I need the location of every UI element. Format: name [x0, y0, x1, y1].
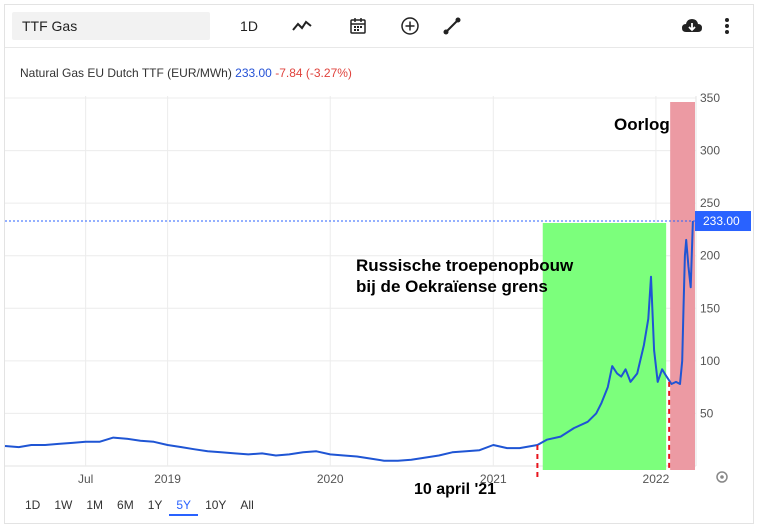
- range-button-5y[interactable]: 5Y: [169, 496, 199, 516]
- y-tick-label: 250: [700, 196, 720, 210]
- legend-price: 233.00: [235, 66, 272, 80]
- range-button-all[interactable]: All: [240, 498, 254, 512]
- range-button-10y[interactable]: 10Y: [205, 498, 227, 512]
- x-tick-label: 2020: [317, 472, 344, 486]
- current-price-tag: 233.00: [695, 211, 751, 232]
- y-tick-label: 150: [700, 301, 720, 315]
- range-button-6m[interactable]: 6M: [117, 498, 134, 512]
- toolbar: TTF Gas 1D: [5, 5, 753, 48]
- legend-name: Natural Gas EU Dutch TTF (EUR/MWh): [20, 66, 232, 80]
- buildup-period-highlight: [542, 223, 667, 470]
- price-line: [4, 220, 694, 462]
- current-price-tag-bg: [695, 211, 751, 232]
- symbol-search-input[interactable]: TTF Gas: [12, 12, 210, 40]
- y-tick-label: 200: [700, 249, 720, 263]
- legend: Natural Gas EU Dutch TTF (EUR/MWh) 233.0…: [20, 66, 352, 80]
- x-tick-label: Jul: [78, 472, 93, 486]
- download-icon[interactable]: [679, 13, 705, 39]
- range-button-1m[interactable]: 1M: [86, 498, 104, 512]
- settings-icon[interactable]: [716, 471, 728, 483]
- y-tick-label: 100: [700, 354, 720, 368]
- x-tick-label: 2021: [480, 472, 507, 486]
- current-price-tag-label: 233.00: [703, 214, 740, 228]
- x-tick-label: 2019: [154, 472, 181, 486]
- chart-type-icon[interactable]: [289, 13, 315, 39]
- range-selector: 1D 1W 1M 6M 1Y 5Y 10Y All: [18, 496, 261, 516]
- buildup-annotation-line2: bij de Oekraïense grens: [356, 277, 548, 296]
- buildup-annotation-line1: Russische troepenopbouw: [356, 256, 574, 275]
- calendar-icon[interactable]: [345, 13, 371, 39]
- y-tick-label: 350: [700, 91, 720, 105]
- x-tick-label: 2022: [643, 472, 670, 486]
- add-indicator-icon[interactable]: [397, 13, 423, 39]
- x-axis: Jul 2019 2020 2021 2022: [78, 472, 670, 486]
- y-axis: 50 100 150 200 250 300 350: [700, 91, 720, 420]
- date-annotation: 10 april '21: [414, 481, 496, 498]
- war-annotation: Oorlog: [614, 115, 670, 134]
- y-tick-label: 50: [700, 406, 714, 420]
- y-tick-label: 300: [700, 144, 720, 158]
- draw-line-icon[interactable]: [439, 13, 465, 39]
- range-button-1y[interactable]: 1Y: [147, 498, 163, 512]
- range-button-1d[interactable]: 1D: [25, 498, 41, 512]
- chart-frame: [4, 4, 754, 524]
- legend-change: -7.84 (-3.27%): [275, 66, 352, 80]
- more-options-icon[interactable]: [719, 13, 735, 39]
- interval-button[interactable]: 1D: [240, 18, 258, 34]
- range-button-1w[interactable]: 1W: [54, 498, 73, 512]
